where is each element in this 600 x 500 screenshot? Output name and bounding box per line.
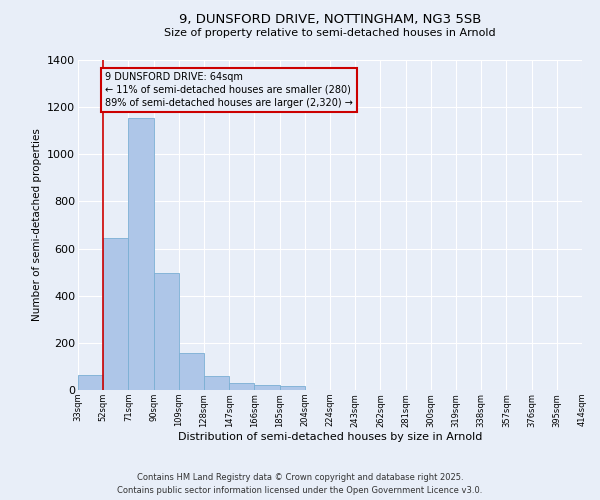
Text: Size of property relative to semi-detached houses in Arnold: Size of property relative to semi-detach…	[164, 28, 496, 38]
Bar	[280, 386, 305, 390]
Bar	[78, 374, 103, 390]
Bar	[103, 238, 128, 390]
Text: 9, DUNSFORD DRIVE, NOTTINGHAM, NG3 5SB: 9, DUNSFORD DRIVE, NOTTINGHAM, NG3 5SB	[179, 12, 481, 26]
Bar	[229, 383, 254, 390]
Bar	[179, 354, 204, 390]
Bar	[128, 118, 154, 390]
Bar	[254, 386, 280, 390]
Bar	[204, 376, 229, 390]
Y-axis label: Number of semi-detached properties: Number of semi-detached properties	[32, 128, 41, 322]
Bar	[154, 274, 179, 390]
Text: 9 DUNSFORD DRIVE: 64sqm
← 11% of semi-detached houses are smaller (280)
89% of s: 9 DUNSFORD DRIVE: 64sqm ← 11% of semi-de…	[105, 72, 353, 108]
Text: Contains HM Land Registry data © Crown copyright and database right 2025.
Contai: Contains HM Land Registry data © Crown c…	[118, 474, 482, 495]
X-axis label: Distribution of semi-detached houses by size in Arnold: Distribution of semi-detached houses by …	[178, 432, 482, 442]
